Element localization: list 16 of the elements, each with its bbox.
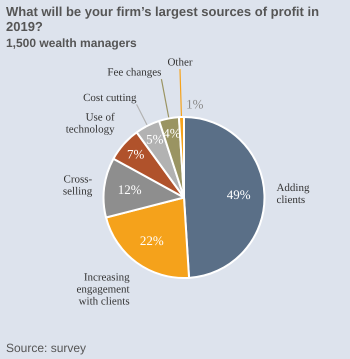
slice-label: Adding clients (276, 182, 310, 206)
slice-label: Fee changes (107, 66, 162, 79)
slice-label: Use of technology (66, 112, 116, 136)
data-label: 49% (226, 187, 251, 202)
chart-title: What will be your firm’s largest sources of profit in 2019? (5, 3, 320, 34)
data-label: 1% (186, 96, 204, 112)
data-label: 22% (140, 233, 164, 248)
chart-subtitle: 1,500 wealth managers (5, 35, 138, 50)
slice-label: Increasing engagement with clients (76, 272, 130, 308)
data-label: 5% (146, 132, 164, 147)
slice-label: Cross-selling (62, 173, 93, 198)
data-label: 12% (118, 182, 142, 198)
slice-label: Cost cutting (83, 92, 138, 104)
data-label: 7% (127, 146, 145, 162)
slice-label: Other (167, 56, 193, 68)
source-note: Source: survey (6, 341, 86, 355)
